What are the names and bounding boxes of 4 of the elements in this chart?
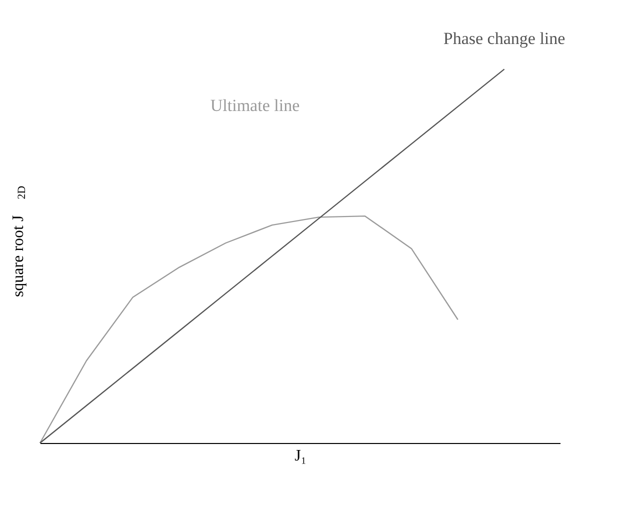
series-label: Phase change line [443, 29, 566, 48]
y-axis-title: square root J2D [10, 186, 28, 298]
text: Ultimate line [210, 96, 300, 116]
x-axis-title: J₁ [294, 448, 306, 464]
